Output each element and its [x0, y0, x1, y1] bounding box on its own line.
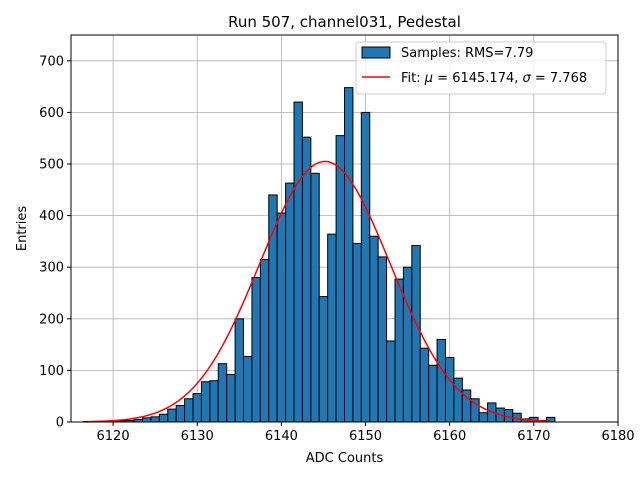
gaussian-fit-line — [87, 160, 551, 423]
histogram-bar — [360, 111, 371, 423]
histogram-bar — [217, 363, 228, 423]
histogram-bar — [318, 296, 329, 423]
chart-title: Run 507, channel031, Pedestal — [228, 13, 461, 31]
histogram-bar — [335, 135, 346, 423]
y-tick-label: 300 — [39, 261, 64, 276]
legend: Samples: RMS=7.79 Fit: μ = 6145.174, σ =… — [355, 41, 607, 95]
histogram-bar — [268, 194, 278, 423]
histogram-bar — [310, 172, 320, 423]
histogram-bar — [226, 374, 236, 423]
histogram-bar — [428, 364, 438, 423]
histogram-bar — [243, 355, 253, 423]
fit-curve-group — [87, 160, 551, 423]
histogram-bar — [192, 393, 202, 423]
histogram-bar — [419, 347, 430, 423]
histogram-bar — [200, 381, 211, 423]
histogram-bar — [175, 404, 186, 423]
histogram-bar — [386, 340, 396, 423]
histogram-bar — [285, 182, 295, 423]
x-tick-label: 6160 — [433, 429, 466, 444]
y-tick-label: 500 — [39, 158, 64, 173]
histogram-bar — [478, 412, 489, 423]
histogram-bar — [411, 245, 421, 423]
legend-box — [355, 41, 607, 95]
y-tick-label: 700 — [39, 54, 64, 69]
histogram-bar — [209, 380, 219, 423]
histogram-bar — [444, 357, 455, 423]
histogram-bar — [377, 256, 388, 423]
plot-frame — [70, 34, 619, 423]
y-tick-label: 200 — [39, 312, 64, 327]
legend-samples-swatch — [361, 46, 391, 59]
y-tick-label: 100 — [39, 364, 64, 379]
y-tick-label: 400 — [39, 209, 64, 224]
histogram-bar — [167, 408, 177, 423]
histogram-bar — [394, 278, 404, 423]
x-tick-label: 6170 — [517, 429, 550, 444]
y-tick-label: 600 — [39, 106, 64, 121]
y-axis-label: Entries — [15, 206, 30, 252]
y-tick-label: 0 — [56, 416, 64, 431]
histogram-bar — [453, 377, 463, 423]
histogram-bar — [142, 417, 152, 423]
x-axis-label: ADC Counts — [306, 451, 384, 466]
histogram-bar — [150, 416, 160, 423]
histogram-bar — [470, 398, 480, 423]
x-tick-label: 6180 — [601, 429, 634, 444]
histogram-bar — [259, 258, 270, 423]
histogram-bar — [234, 318, 245, 423]
histogram-bar — [352, 242, 362, 423]
x-tick-label: 6150 — [349, 429, 382, 444]
histogram-bar — [436, 338, 446, 423]
histogram-bar — [301, 136, 312, 423]
histogram-bar — [293, 101, 303, 423]
histogram-bar — [184, 398, 194, 423]
histogram-bar — [276, 212, 287, 423]
legend-fit-label: Fit: μ = 6145.174, σ = 7.768 — [401, 71, 587, 86]
histogram-bar — [327, 233, 337, 423]
histogram-bar — [369, 235, 379, 423]
legend-samples-label: Samples: RMS=7.79 — [401, 46, 533, 61]
histogram-bar — [251, 277, 261, 423]
histogram-bar — [344, 87, 354, 423]
x-tick-label: 6140 — [265, 429, 298, 444]
histogram-bar — [402, 266, 413, 423]
histogram-bars — [83, 87, 556, 423]
x-tick-label: 6130 — [181, 429, 214, 444]
axis-ticks: 6120 6130 6140 6150 6160 6170 6180 0 100 200 300 40… — [39, 54, 634, 444]
histogram-bar — [158, 413, 169, 423]
x-tick-label: 6120 — [97, 429, 130, 444]
